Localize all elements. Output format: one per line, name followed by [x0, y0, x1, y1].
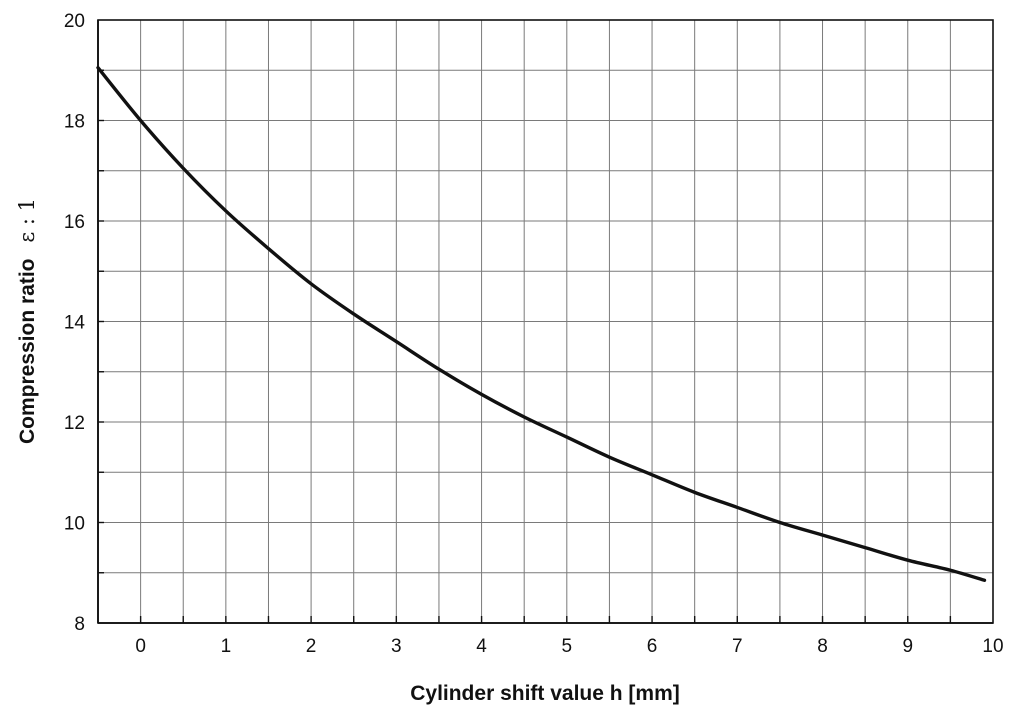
x-tick-label: 2	[306, 636, 317, 657]
x-tick-label: 7	[732, 636, 743, 657]
y-axis-label-text: Compression ratio	[16, 258, 39, 444]
x-tick-label: 8	[817, 636, 828, 657]
y-tick-label: 8	[74, 614, 85, 635]
y-tick-label: 12	[64, 413, 85, 434]
x-tick-label: 6	[647, 636, 658, 657]
y-tick-label: 16	[64, 212, 85, 233]
axis-ticks	[97, 20, 993, 624]
grid	[98, 20, 993, 623]
y-tick-label: 10	[64, 514, 85, 535]
x-axis-label: Cylinder shift value h [mm]	[410, 682, 680, 705]
x-tick-label: 9	[902, 636, 913, 657]
y-tick-labels: 8 10 12 14 16 18 20	[64, 11, 86, 635]
y-tick-label: 20	[64, 11, 85, 32]
y-tick-label: 14	[64, 313, 86, 334]
x-tick-label: 0	[135, 636, 146, 657]
series-line	[96, 66, 987, 582]
x-tick-label: 10	[982, 636, 1003, 657]
y-axis-label: Compression ratio ε : 1	[15, 198, 39, 444]
x-tick-label: 3	[391, 636, 402, 657]
y-tick-label: 18	[64, 112, 85, 133]
x-tick-labels: 0 1 2 3 4 5 6 7 8 9 10	[135, 636, 1003, 657]
y-axis-label-unit: ε : 1	[15, 198, 39, 243]
x-tick-label: 4	[476, 636, 487, 657]
x-tick-label: 1	[221, 636, 232, 657]
x-tick-label: 5	[562, 636, 573, 657]
series-layer	[96, 66, 987, 582]
